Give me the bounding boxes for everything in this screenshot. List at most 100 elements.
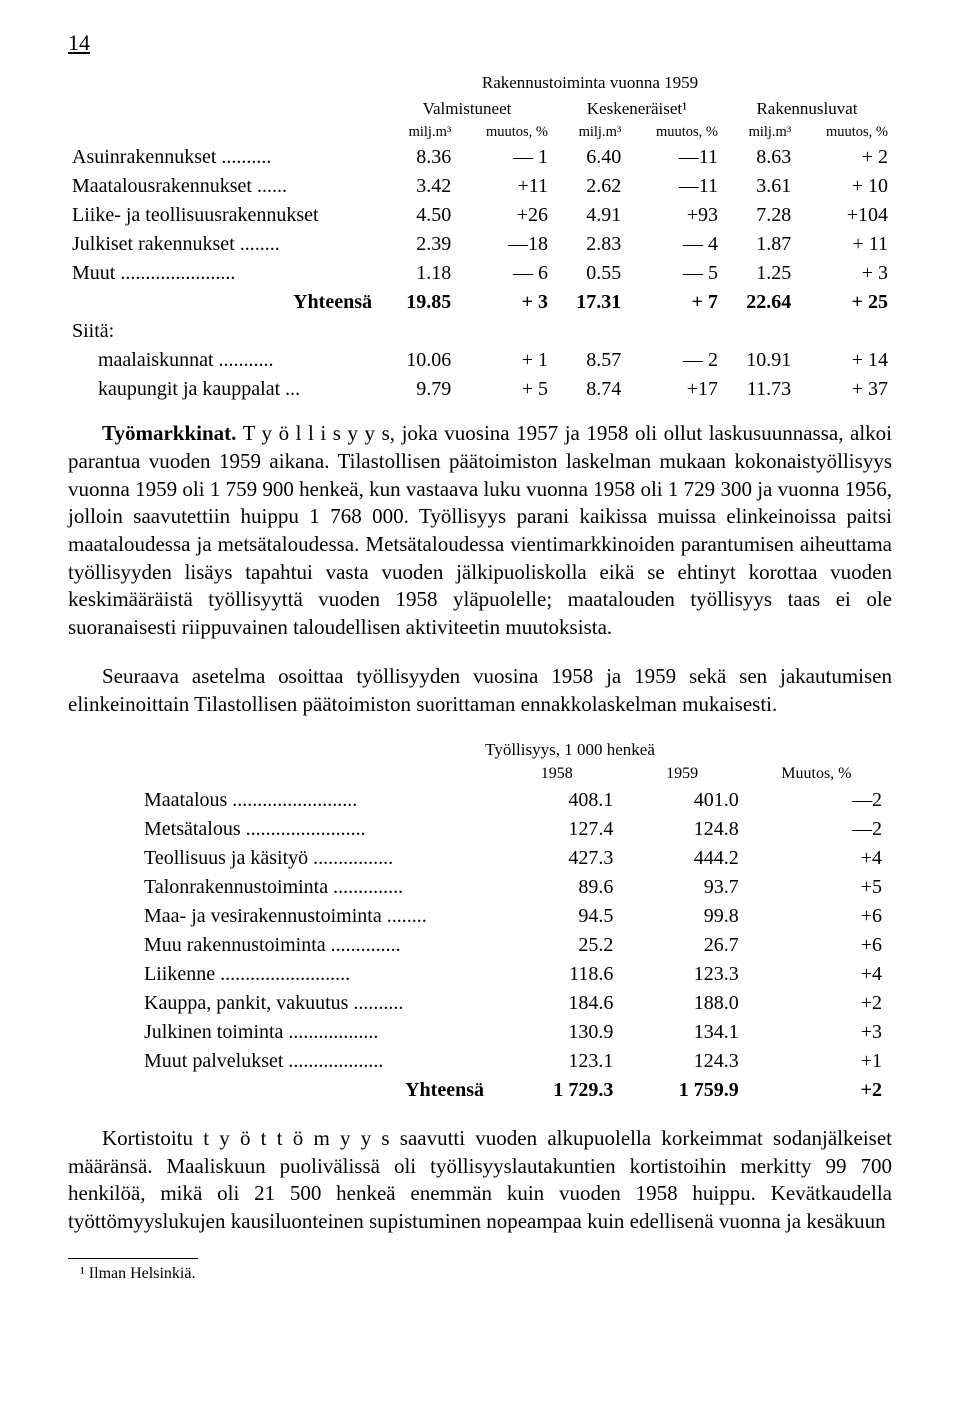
cell-value: 124.8 bbox=[619, 815, 744, 844]
table-row: Maatalous .........................408.1… bbox=[138, 786, 888, 815]
cell-value: +1 bbox=[745, 1047, 888, 1076]
total-label: Yhteensä bbox=[68, 288, 382, 317]
cell-value: 4.91 bbox=[552, 201, 625, 230]
row-label: Kauppa, pankit, vakuutus .......... bbox=[138, 989, 494, 1018]
cell-value: +11 bbox=[455, 172, 552, 201]
table-row: kaupungit ja kauppalat ...9.79+ 58.74+17… bbox=[68, 375, 892, 404]
siita-label: Siitä: bbox=[68, 317, 892, 346]
para3-pre: Kortistoitu bbox=[102, 1126, 203, 1150]
total-value: 17.31 bbox=[552, 288, 625, 317]
cell-value: —2 bbox=[745, 815, 888, 844]
para1-spaced: T y ö l l i s y y s, bbox=[243, 421, 395, 445]
construction-table: Valmistuneet Keskeneräiset¹ Rakennusluva… bbox=[68, 97, 892, 405]
cell-value: 123.1 bbox=[494, 1047, 619, 1076]
total-value: + 25 bbox=[795, 288, 892, 317]
sub-header: muutos, % bbox=[625, 122, 722, 144]
cell-value: 93.7 bbox=[619, 873, 744, 902]
t2-header: Muutos, % bbox=[745, 762, 888, 786]
cell-value: 2.62 bbox=[552, 172, 625, 201]
cell-value: 8.63 bbox=[722, 143, 795, 172]
table-row: Muut .......................1.18— 60.55—… bbox=[68, 259, 892, 288]
cell-value: + 2 bbox=[795, 143, 892, 172]
t2-header: 1959 bbox=[619, 762, 744, 786]
table-row: Julkinen toiminta ..................130.… bbox=[138, 1018, 888, 1047]
row-label: Muu rakennustoiminta .............. bbox=[138, 931, 494, 960]
sub-header: milj.m³ bbox=[382, 122, 455, 144]
cell-value: +93 bbox=[625, 201, 722, 230]
row-label: Muut ....................... bbox=[68, 259, 382, 288]
cell-value: +4 bbox=[745, 960, 888, 989]
row-label: Julkiset rakennukset ........ bbox=[68, 230, 382, 259]
t2-total-value: 1 759.9 bbox=[619, 1076, 744, 1105]
row-label: Metsätalous ........................ bbox=[138, 815, 494, 844]
cell-value: +6 bbox=[745, 931, 888, 960]
cell-value: 6.40 bbox=[552, 143, 625, 172]
cell-value: 188.0 bbox=[619, 989, 744, 1018]
cell-value: 10.06 bbox=[382, 346, 455, 375]
total-value: + 7 bbox=[625, 288, 722, 317]
cell-value: 134.1 bbox=[619, 1018, 744, 1047]
row-label: Julkinen toiminta .................. bbox=[138, 1018, 494, 1047]
cell-value: 3.42 bbox=[382, 172, 455, 201]
table-row: Kauppa, pankit, vakuutus ..........184.6… bbox=[138, 989, 888, 1018]
cell-value: +6 bbox=[745, 902, 888, 931]
table1-body: Asuinrakennukset ..........8.36— 16.40—1… bbox=[68, 143, 892, 288]
para1-rest: joka vuosina 1957 ja 1958 oli ollut lask… bbox=[68, 421, 892, 639]
table2-title: Työllisyys, 1 000 henkeä bbox=[248, 739, 892, 762]
row-label: kaupungit ja kauppalat ... bbox=[68, 375, 382, 404]
para1-lead: Työmarkkinat. bbox=[102, 421, 236, 445]
cell-value: 127.4 bbox=[494, 815, 619, 844]
table-row: Liike- ja teollisuusrakennukset4.50+264.… bbox=[68, 201, 892, 230]
cell-value: 401.0 bbox=[619, 786, 744, 815]
row-label: Liikenne .......................... bbox=[138, 960, 494, 989]
cell-value: 99.8 bbox=[619, 902, 744, 931]
sub-header: muutos, % bbox=[795, 122, 892, 144]
table2-total-row: Yhteensä 1 729.3 1 759.9 +2 bbox=[138, 1076, 888, 1105]
table1-group-header-row: Valmistuneet Keskeneräiset¹ Rakennusluva… bbox=[68, 97, 892, 122]
cell-value: + 37 bbox=[795, 375, 892, 404]
table-row: Liikenne ..........................118.6… bbox=[138, 960, 888, 989]
cell-value: 427.3 bbox=[494, 844, 619, 873]
cell-value: — 5 bbox=[625, 259, 722, 288]
table-row: Maa- ja vesirakennustoiminta ........94.… bbox=[138, 902, 888, 931]
cell-value: 123.3 bbox=[619, 960, 744, 989]
table-row: Julkiset rakennukset ........2.39—182.83… bbox=[68, 230, 892, 259]
cell-value: —18 bbox=[455, 230, 552, 259]
table-row: Teollisuus ja käsityö ................42… bbox=[138, 844, 888, 873]
para-seuraava: Seuraava asetelma osoittaa työllisyyden … bbox=[68, 663, 892, 718]
t2-total-value: +2 bbox=[745, 1076, 888, 1105]
total-value: + 3 bbox=[455, 288, 552, 317]
total-value: 22.64 bbox=[722, 288, 795, 317]
table1-super-title: Rakennustoiminta vuonna 1959 bbox=[288, 72, 892, 95]
siita-header-row: Siitä: bbox=[68, 317, 892, 346]
cell-value: 4.50 bbox=[382, 201, 455, 230]
table2-body: Maatalous .........................408.1… bbox=[138, 786, 888, 1076]
cell-value: + 10 bbox=[795, 172, 892, 201]
cell-value: 124.3 bbox=[619, 1047, 744, 1076]
para-kortistoitu: Kortistoitu t y ö t t ö m y y s saavutti… bbox=[68, 1125, 892, 1236]
cell-value: 2.83 bbox=[552, 230, 625, 259]
t2-total-value: 1 729.3 bbox=[494, 1076, 619, 1105]
sub-header: milj.m³ bbox=[722, 122, 795, 144]
cell-value: 8.36 bbox=[382, 143, 455, 172]
cell-value: 8.74 bbox=[552, 375, 625, 404]
cell-value: 25.2 bbox=[494, 931, 619, 960]
sub-header: milj.m³ bbox=[552, 122, 625, 144]
cell-value: 26.7 bbox=[619, 931, 744, 960]
cell-value: 8.57 bbox=[552, 346, 625, 375]
row-label: maalaiskunnat ........... bbox=[68, 346, 382, 375]
table-row: Muu rakennustoiminta ..............25.22… bbox=[138, 931, 888, 960]
cell-value: +104 bbox=[795, 201, 892, 230]
table1-sub-header-row: milj.m³ muutos, % milj.m³ muutos, % milj… bbox=[68, 122, 892, 144]
cell-value: +17 bbox=[625, 375, 722, 404]
cell-value: — 2 bbox=[625, 346, 722, 375]
cell-value: 10.91 bbox=[722, 346, 795, 375]
cell-value: + 1 bbox=[455, 346, 552, 375]
group-header-keskeneraiset: Keskeneräiset¹ bbox=[552, 97, 722, 122]
cell-value: +3 bbox=[745, 1018, 888, 1047]
page-number: 14 bbox=[68, 28, 892, 58]
cell-value: 11.73 bbox=[722, 375, 795, 404]
table-row: Muut palvelukset ...................123.… bbox=[138, 1047, 888, 1076]
table1-siita-body: maalaiskunnat ...........10.06+ 18.57— 2… bbox=[68, 346, 892, 404]
cell-value: + 5 bbox=[455, 375, 552, 404]
